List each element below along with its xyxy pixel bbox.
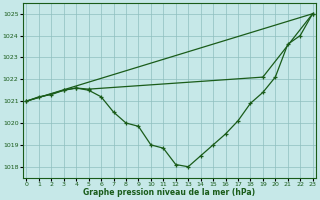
X-axis label: Graphe pression niveau de la mer (hPa): Graphe pression niveau de la mer (hPa) <box>84 188 256 197</box>
